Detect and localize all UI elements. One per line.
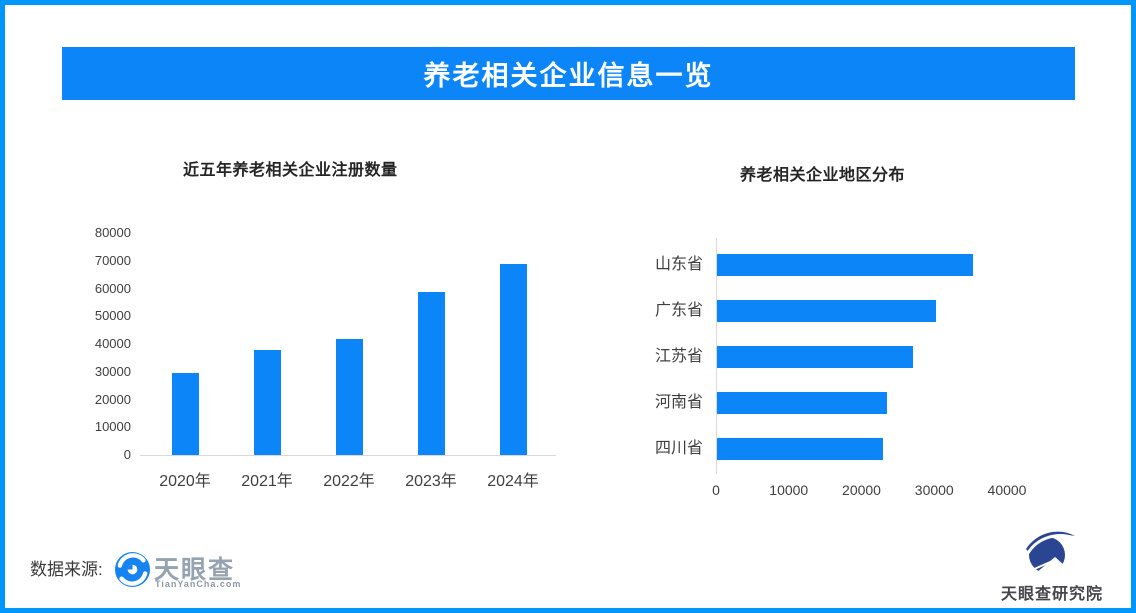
title-banner: 养老相关企业信息一览 <box>62 47 1075 100</box>
research-institute-name: 天眼查研究院 <box>1000 586 1103 603</box>
x-axis-tick-30000: 30000 <box>914 482 954 498</box>
x-axis-line <box>140 455 556 456</box>
x-axis-tick-10000: 10000 <box>769 482 809 498</box>
tianyancha-domain-text: TianYanCha.com <box>155 579 242 589</box>
bar-四川省 <box>717 438 883 460</box>
y-axis-tick-10000: 10000 <box>94 419 131 435</box>
bar-2020年 <box>171 373 199 455</box>
region-distribution-bar-chart: 山东省广东省江苏省河南省四川省 0 10000 20000 30000 40000 <box>5 5 1131 608</box>
x-axis-label-2023年: 2023年 <box>405 473 457 490</box>
x-axis-tick-0: 0 <box>712 482 720 498</box>
x-axis-label-2020年: 2020年 <box>159 473 211 490</box>
tianyancha-logo-text: 天眼查 <box>154 556 236 584</box>
y-axis-tick-0: 0 <box>123 447 131 462</box>
bar-山东省 <box>717 254 973 276</box>
bar-2022年 <box>335 339 363 455</box>
y-axis-label-河南省: 河南省 <box>654 394 703 411</box>
bar-2021年 <box>253 350 281 455</box>
bar-2024年 <box>499 264 527 455</box>
y-axis-label-广东省: 广东省 <box>654 302 703 319</box>
y-axis-tick-50000: 50000 <box>94 308 131 324</box>
right-chart-title: 养老相关企业地区分布 <box>740 167 906 184</box>
registrations-bar-chart: 0 10000 20000 30000 40000 50000 60000 70000 8000… <box>5 5 1131 608</box>
y-axis-line <box>716 238 717 474</box>
y-axis-label-四川省: 四川省 <box>654 440 703 457</box>
tianyancha-logo-icon <box>115 552 150 587</box>
bar-江苏省 <box>717 346 913 368</box>
x-axis-tick-20000: 20000 <box>842 482 881 498</box>
y-axis-label-山东省: 山东省 <box>654 256 703 273</box>
x-axis-label-2021年: 2021年 <box>241 473 293 490</box>
data-source-label: 数据来源: <box>30 560 103 579</box>
left-chart-title: 近五年养老相关企业注册数量 <box>183 162 398 179</box>
y-axis-tick-60000: 60000 <box>94 280 131 296</box>
bar-2023年 <box>417 292 445 455</box>
bar-广东省 <box>717 300 936 322</box>
x-axis-tick-40000: 40000 <box>987 482 1027 498</box>
y-axis-tick-80000: 80000 <box>94 225 131 240</box>
y-axis-tick-30000: 30000 <box>94 363 131 379</box>
y-axis-tick-40000: 40000 <box>94 336 131 351</box>
page-title: 养老相关企业信息一览 <box>423 61 714 91</box>
x-axis-label-2024年: 2024年 <box>487 473 539 490</box>
y-axis-label-江苏省: 江苏省 <box>654 348 703 365</box>
y-axis-tick-70000: 70000 <box>94 252 131 268</box>
bar-河南省 <box>717 392 887 414</box>
research-institute-logo-icon <box>1026 531 1075 573</box>
x-axis-label-2022年: 2022年 <box>323 473 375 490</box>
y-axis-tick-20000: 20000 <box>94 391 131 407</box>
